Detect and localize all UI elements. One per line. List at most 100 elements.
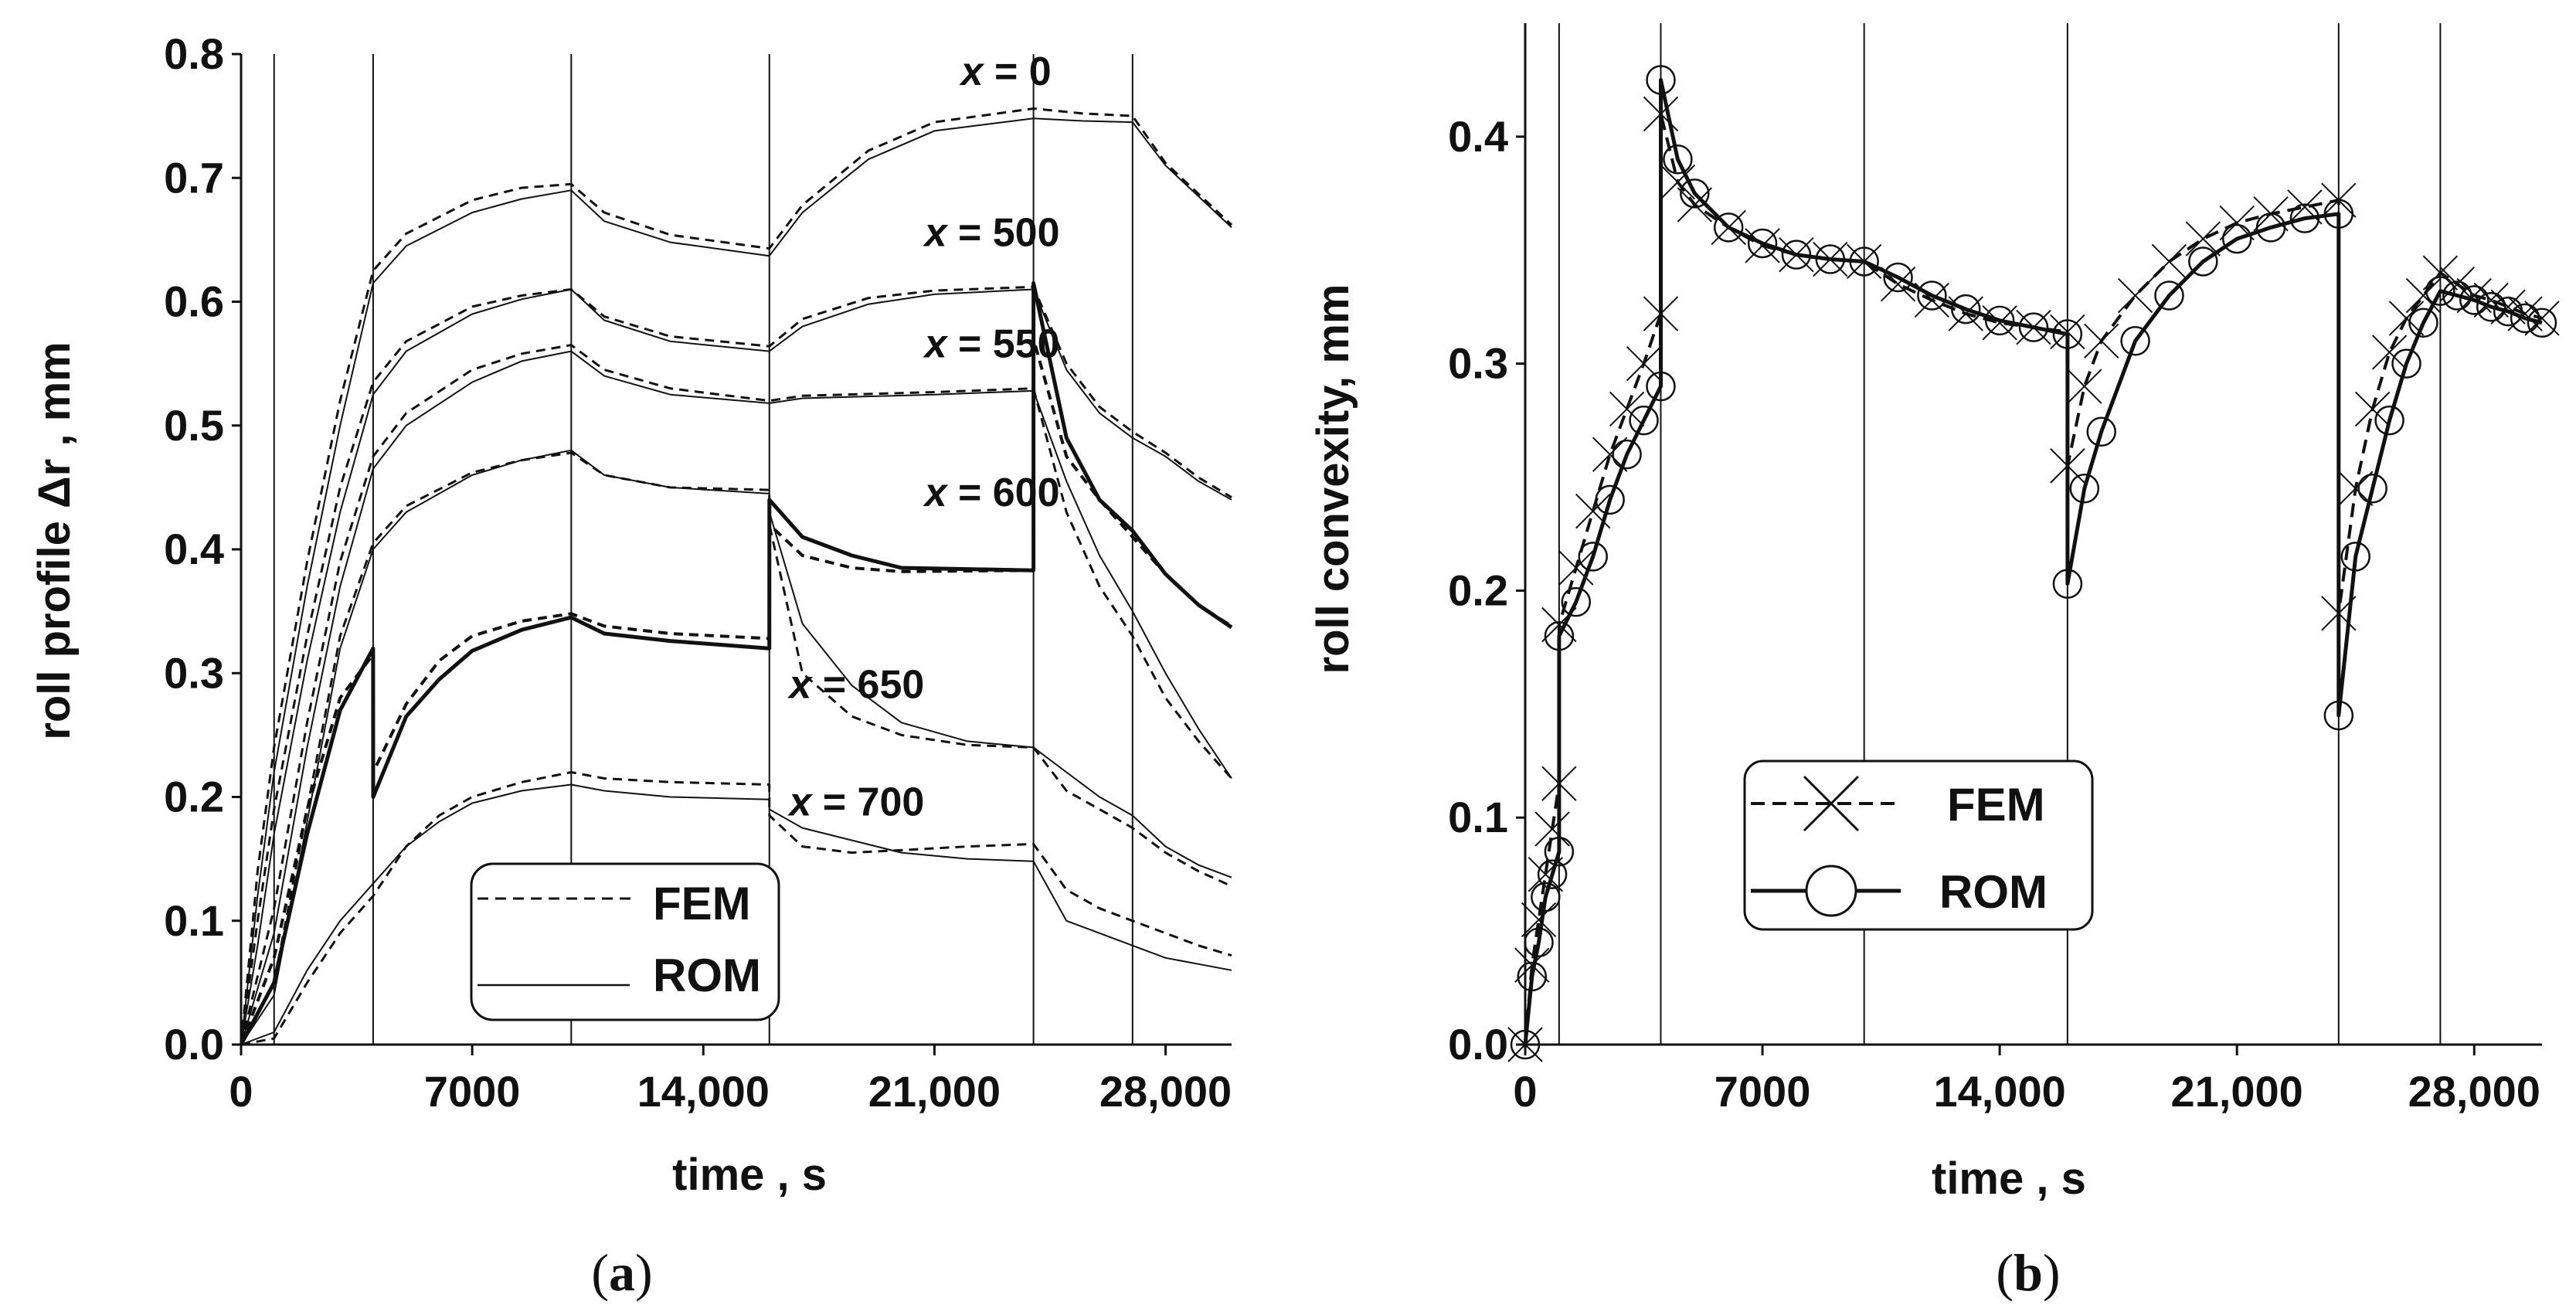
panel-b-y-tick-label: 0.3 bbox=[1448, 339, 1508, 388]
series-x500-rom bbox=[240, 288, 1232, 1045]
rom-marker-point bbox=[1646, 371, 1676, 402]
fem-marker-point bbox=[1521, 902, 1557, 938]
fem-marker-point bbox=[2338, 471, 2374, 506]
panel-a-x-tick-label: 0 bbox=[229, 1067, 253, 1116]
fem-marker-point bbox=[2067, 369, 2102, 404]
fem-marker-point bbox=[2371, 335, 2408, 370]
rom-marker-point bbox=[2120, 326, 2150, 356]
panel-a-y-tick-label: 0.1 bbox=[164, 896, 224, 945]
rom-marker-point bbox=[2442, 280, 2472, 311]
panel-b-legend-rom-label: ROM bbox=[1939, 866, 2048, 918]
rom-marker-point bbox=[1544, 620, 1575, 651]
panel-b-caption-open: ( bbox=[1996, 1243, 2014, 1302]
panel-a-y-tick-label: 0.6 bbox=[164, 277, 224, 326]
panel-a-caption-letter: a bbox=[609, 1243, 635, 1302]
fem-marker-point bbox=[1609, 391, 1645, 427]
panel-b-legend: FEM ROM bbox=[1743, 759, 2094, 931]
panel-b-y-axis-label: roll convexity, mm bbox=[1308, 284, 1358, 674]
curve-label: x = 550 bbox=[923, 322, 1060, 367]
rom-marker-point bbox=[2374, 405, 2404, 436]
rom-marker-point bbox=[2476, 291, 2506, 322]
panel-a-y-tick-label: 0.0 bbox=[164, 1020, 224, 1069]
panel-b-caption: (b) bbox=[1996, 1243, 2060, 1302]
series-x0-rom bbox=[240, 117, 1232, 1045]
panel-b-x-tick-label: 14,000 bbox=[1933, 1067, 2065, 1116]
fem-marker-point bbox=[1660, 164, 1696, 200]
panel-a-y-tick-label: 0.8 bbox=[164, 29, 224, 78]
rom-marker-point bbox=[2289, 203, 2320, 233]
series-x550-fem bbox=[240, 344, 1233, 1045]
panel-a-legend-box bbox=[470, 862, 780, 1021]
panel-b-y-tick-label: 0.0 bbox=[1448, 1020, 1508, 1069]
fem-marker-point bbox=[2354, 391, 2391, 427]
panel-a-y-tick-label: 0.7 bbox=[164, 153, 224, 202]
fem-marker-point bbox=[2117, 277, 2153, 314]
rom-marker-point bbox=[1517, 961, 1548, 992]
panel-b-x-tick-label: 0 bbox=[1513, 1067, 1537, 1116]
rom-marker-point bbox=[2357, 473, 2387, 504]
panel-a-y-tick-label: 0.4 bbox=[164, 525, 224, 573]
rom-marker-point bbox=[1883, 262, 1913, 293]
rom-marker-point bbox=[1747, 228, 1778, 259]
fem-marker-point bbox=[1626, 345, 1662, 382]
panel-a-x-tick-label: 14,000 bbox=[637, 1067, 770, 1116]
series-x550-rom bbox=[240, 350, 1232, 1045]
rom-marker-point bbox=[2391, 348, 2421, 379]
panel-b-x-tick-label: 7000 bbox=[1715, 1067, 1811, 1116]
panel-a-y-tick-label: 0.2 bbox=[164, 773, 224, 821]
series-x600-fem bbox=[240, 337, 1233, 1045]
panel-a-x-tick-label: 7000 bbox=[424, 1067, 521, 1116]
curve-label: x = 700 bbox=[787, 780, 924, 825]
rom-marker-point bbox=[1531, 882, 1561, 912]
panel-a-chart: 0.0 0.1 0.2 0.3 0.4 0.5 0.6 0.7 0.8 0 7000 14,000 2… bbox=[29, 29, 1233, 1302]
panel-a-y-tick-label: 0.3 bbox=[164, 648, 224, 697]
rom-marker-point bbox=[1680, 178, 1710, 209]
rom-marker-point bbox=[1781, 240, 1812, 270]
rom-marker-point bbox=[1537, 859, 1568, 889]
rom-marker-point bbox=[1713, 212, 1744, 243]
fem-marker-point bbox=[2151, 243, 2187, 280]
panel-a-x-tick-label: 21,000 bbox=[868, 1067, 1001, 1116]
panel-a-x-axis-label: time , s bbox=[672, 1150, 827, 1200]
rom-marker-point bbox=[2086, 416, 2116, 447]
panel-a-legend-rom-label: ROM bbox=[653, 950, 761, 1001]
rom-marker-point bbox=[1612, 439, 1642, 470]
series-x0-fem bbox=[240, 107, 1233, 1045]
rom-marker-point bbox=[2154, 280, 2184, 311]
panel-a-legend: FEM ROM bbox=[470, 862, 780, 1021]
series-x650-fem bbox=[240, 451, 1232, 1045]
rom-marker-point bbox=[1561, 586, 1592, 617]
panel-a-caption-open: ( bbox=[591, 1243, 609, 1302]
rom-marker-point bbox=[2323, 700, 2354, 731]
panel-b-legend-rom-marker bbox=[1805, 865, 1857, 917]
rom-marker-point bbox=[2408, 308, 2438, 338]
curve-label: x = 500 bbox=[923, 210, 1060, 255]
rom-marker-point bbox=[2188, 246, 2218, 277]
panel-b-x-axis-label: time , s bbox=[1932, 1154, 2086, 1204]
fem-marker-point bbox=[2185, 221, 2221, 257]
panel-a-y-axis-label: roll profile Δr , mm bbox=[29, 341, 80, 739]
rom-marker-point bbox=[1578, 542, 1608, 572]
rom-marker-point bbox=[2018, 312, 2049, 342]
panel-b-y-ticks: 0.0 0.1 0.2 0.3 0.4 bbox=[1448, 112, 1525, 1069]
rom-marker-point bbox=[2425, 276, 2455, 306]
panel-b-series-group bbox=[1507, 65, 2560, 1062]
fem-marker-point bbox=[1558, 550, 1594, 586]
fem-marker-point bbox=[2388, 301, 2425, 336]
fem-marker-point bbox=[1534, 811, 1570, 847]
curve-label: x = 650 bbox=[787, 662, 924, 707]
panel-b-x-tick-label: 21,000 bbox=[2171, 1067, 2303, 1116]
rom-marker-point bbox=[1629, 405, 1659, 436]
panel-b-x-ticks: 0 7000 14,000 21,000 28,000 bbox=[1513, 1045, 2540, 1116]
rom-marker-point bbox=[1815, 244, 1846, 274]
panel-a-series-group bbox=[239, 107, 1233, 1046]
series-x700-fem bbox=[240, 771, 1232, 1046]
fem-marker-point bbox=[2439, 267, 2476, 302]
panel-a-x-ticks: 0 7000 14,000 21,000 28,000 bbox=[229, 1045, 1232, 1116]
curve-label: x = 0 bbox=[959, 49, 1052, 94]
panel-b-y-tick-label: 0.4 bbox=[1448, 112, 1508, 161]
rom-marker-point bbox=[2052, 569, 2083, 599]
rom-marker-point bbox=[2052, 319, 2083, 349]
panel-a-y-ticks: 0.0 0.1 0.2 0.3 0.4 0.5 0.6 0.7 0.8 bbox=[164, 29, 241, 1069]
panel-b-x-tick-label: 28,000 bbox=[2408, 1067, 2540, 1116]
